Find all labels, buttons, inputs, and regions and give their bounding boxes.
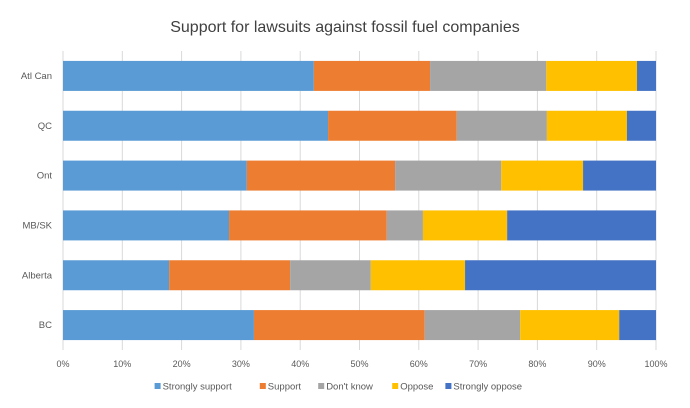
chart-title: Support for lawsuits against fossil fuel… <box>170 19 520 36</box>
x-tick-label: 30% <box>232 359 250 369</box>
bar-don-t-know-mb-sk <box>386 210 423 241</box>
legend-label: Strongly support <box>163 382 233 393</box>
x-tick-label: 10% <box>113 359 131 369</box>
legend-label: Don't know <box>326 382 373 393</box>
category-label: BC <box>39 320 52 331</box>
x-axis-ticks: 0% 10% 20% 30% 40% 50% 60% 70% 80% 90% 100% <box>56 359 667 369</box>
bar-don-t-know-alberta <box>290 260 371 291</box>
x-tick-label: 80% <box>528 359 546 369</box>
bar-support-bc <box>253 310 425 341</box>
x-tick-label: 60% <box>410 359 428 369</box>
legend-swatch <box>392 383 399 389</box>
bar-strongly-oppose-atl-can <box>637 60 656 91</box>
bar-oppose-atl-can <box>546 60 638 91</box>
legend: Strongly support Support Don't know Oppose S… <box>154 382 522 393</box>
bar-strongly-support-qc <box>63 110 329 141</box>
x-tick-label: 100% <box>644 359 667 369</box>
bar-oppose-qc <box>546 110 627 141</box>
legend-label: Support <box>268 382 302 393</box>
x-tick-label: 0% <box>56 359 69 369</box>
bar-strongly-oppose-mb-sk <box>507 210 656 241</box>
bar-strongly-support-bc <box>63 310 254 341</box>
gridlines <box>62 51 657 350</box>
bar-strongly-support-atl-can <box>63 60 314 91</box>
category-label: MB/SK <box>22 220 52 231</box>
legend-label: Strongly oppose <box>453 382 522 393</box>
bar-don-t-know-bc <box>424 310 521 341</box>
bar-support-ont <box>246 160 396 191</box>
bar-support-atl-can <box>313 60 431 91</box>
x-tick-label: 70% <box>469 359 487 369</box>
x-tick-label: 20% <box>173 359 191 369</box>
bar-oppose-bc <box>520 310 620 341</box>
category-label: Atl Can <box>21 71 52 82</box>
x-tick-label: 40% <box>291 359 309 369</box>
legend-swatch <box>318 383 325 389</box>
legend-swatch <box>154 383 161 389</box>
category-label: Ont <box>37 171 53 182</box>
y-axis-categories: Atl Can QC Ont MB/SK Alberta BC <box>21 71 53 331</box>
bar-support-qc <box>328 110 457 141</box>
bar-oppose-alberta <box>370 260 466 291</box>
bar-support-mb-sk <box>229 210 387 241</box>
category-label: Alberta <box>22 270 53 281</box>
x-tick-label: 50% <box>350 359 368 369</box>
x-tick-label: 90% <box>588 359 606 369</box>
bar-don-t-know-atl-can <box>430 60 547 91</box>
legend-swatch <box>445 383 452 389</box>
bar-don-t-know-ont <box>395 160 502 191</box>
bar-support-alberta <box>169 260 291 291</box>
bar-strongly-support-alberta <box>63 260 170 291</box>
legend-label: Oppose <box>400 382 433 393</box>
bar-strongly-oppose-alberta <box>465 260 656 291</box>
category-label: QC <box>38 121 52 132</box>
bar-oppose-mb-sk <box>422 210 508 241</box>
bar-strongly-support-mb-sk <box>63 210 230 241</box>
bar-strongly-oppose-ont <box>583 160 656 191</box>
bar-don-t-know-qc <box>456 110 547 141</box>
bar-strongly-support-ont <box>63 160 247 191</box>
bar-strongly-oppose-bc <box>619 310 656 341</box>
legend-swatch <box>259 383 266 389</box>
bar-oppose-ont <box>501 160 584 191</box>
bars <box>63 60 656 341</box>
bar-strongly-oppose-qc <box>626 110 656 141</box>
